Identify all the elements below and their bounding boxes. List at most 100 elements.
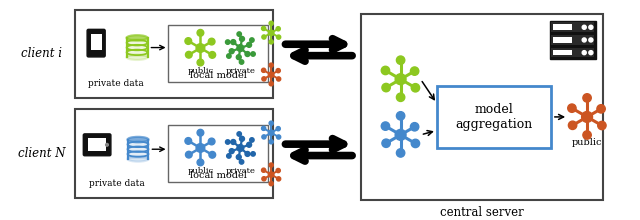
Circle shape bbox=[209, 151, 216, 158]
Circle shape bbox=[208, 138, 215, 145]
Circle shape bbox=[239, 136, 244, 141]
Circle shape bbox=[197, 29, 204, 36]
Circle shape bbox=[382, 83, 390, 92]
Circle shape bbox=[568, 121, 577, 130]
Circle shape bbox=[381, 122, 390, 130]
Circle shape bbox=[276, 126, 280, 131]
Circle shape bbox=[395, 129, 406, 140]
Circle shape bbox=[196, 44, 205, 52]
Text: local model: local model bbox=[190, 72, 247, 80]
Text: client N: client N bbox=[18, 147, 66, 160]
Circle shape bbox=[236, 155, 241, 160]
Circle shape bbox=[231, 139, 236, 145]
Circle shape bbox=[237, 32, 241, 36]
Circle shape bbox=[589, 38, 593, 42]
Circle shape bbox=[229, 49, 234, 54]
Circle shape bbox=[395, 74, 406, 85]
Circle shape bbox=[227, 54, 231, 58]
Text: client i: client i bbox=[21, 47, 63, 60]
Bar bbox=[553, 37, 572, 43]
Text: central server: central server bbox=[440, 206, 524, 220]
Circle shape bbox=[410, 67, 419, 75]
Ellipse shape bbox=[127, 35, 148, 41]
Circle shape bbox=[250, 38, 254, 42]
Circle shape bbox=[276, 177, 281, 181]
Circle shape bbox=[262, 35, 266, 39]
Bar bbox=[91, 35, 102, 50]
Ellipse shape bbox=[127, 137, 148, 142]
Circle shape bbox=[246, 42, 252, 47]
Circle shape bbox=[237, 132, 241, 136]
Circle shape bbox=[262, 135, 266, 139]
FancyBboxPatch shape bbox=[360, 14, 604, 200]
Circle shape bbox=[412, 84, 420, 92]
Circle shape bbox=[106, 143, 108, 146]
Ellipse shape bbox=[127, 156, 148, 162]
Bar bbox=[552, 48, 594, 57]
Circle shape bbox=[582, 51, 586, 55]
Ellipse shape bbox=[127, 55, 148, 60]
Circle shape bbox=[276, 35, 281, 39]
Circle shape bbox=[396, 112, 404, 120]
Circle shape bbox=[239, 37, 244, 41]
Bar bbox=[127, 139, 148, 159]
Circle shape bbox=[276, 69, 280, 73]
Circle shape bbox=[582, 112, 593, 122]
Circle shape bbox=[197, 59, 204, 66]
Bar bbox=[552, 35, 594, 45]
Circle shape bbox=[381, 66, 390, 75]
Circle shape bbox=[396, 93, 404, 101]
Circle shape bbox=[262, 177, 266, 181]
Circle shape bbox=[598, 121, 606, 130]
Circle shape bbox=[237, 45, 244, 51]
Circle shape bbox=[269, 172, 274, 177]
Circle shape bbox=[262, 26, 266, 31]
Circle shape bbox=[208, 38, 215, 45]
Circle shape bbox=[196, 144, 205, 152]
Circle shape bbox=[237, 145, 244, 151]
Circle shape bbox=[227, 154, 231, 158]
Circle shape bbox=[225, 40, 230, 44]
Circle shape bbox=[582, 38, 586, 42]
Circle shape bbox=[276, 77, 281, 81]
Circle shape bbox=[276, 169, 280, 173]
Bar bbox=[550, 21, 596, 59]
Text: public: public bbox=[188, 67, 214, 75]
Text: private: private bbox=[225, 67, 255, 75]
Circle shape bbox=[262, 77, 266, 81]
Circle shape bbox=[245, 51, 250, 57]
Circle shape bbox=[582, 25, 586, 29]
Circle shape bbox=[269, 63, 273, 67]
Bar bbox=[553, 24, 572, 30]
Text: private data: private data bbox=[88, 79, 144, 88]
Circle shape bbox=[251, 52, 255, 56]
FancyBboxPatch shape bbox=[87, 29, 105, 57]
Circle shape bbox=[185, 38, 191, 44]
FancyBboxPatch shape bbox=[168, 25, 268, 82]
Circle shape bbox=[276, 135, 281, 139]
Circle shape bbox=[269, 130, 274, 136]
Circle shape bbox=[269, 72, 274, 77]
Circle shape bbox=[262, 168, 266, 172]
Circle shape bbox=[269, 140, 273, 144]
Circle shape bbox=[251, 152, 255, 156]
Circle shape bbox=[269, 182, 273, 186]
Circle shape bbox=[589, 25, 593, 29]
Bar bbox=[552, 22, 594, 32]
Circle shape bbox=[269, 21, 273, 25]
Circle shape bbox=[276, 27, 280, 31]
Circle shape bbox=[236, 55, 241, 60]
Circle shape bbox=[396, 56, 404, 64]
Circle shape bbox=[231, 40, 236, 45]
FancyBboxPatch shape bbox=[76, 109, 273, 198]
Text: private data: private data bbox=[89, 179, 145, 188]
Circle shape bbox=[262, 68, 266, 72]
Text: local model: local model bbox=[190, 171, 247, 180]
Circle shape bbox=[186, 51, 192, 58]
Text: public: public bbox=[188, 167, 214, 175]
Bar bbox=[553, 50, 572, 55]
Circle shape bbox=[197, 159, 204, 166]
Text: model
aggregation: model aggregation bbox=[455, 103, 532, 131]
Circle shape bbox=[245, 151, 250, 156]
Circle shape bbox=[225, 140, 230, 144]
